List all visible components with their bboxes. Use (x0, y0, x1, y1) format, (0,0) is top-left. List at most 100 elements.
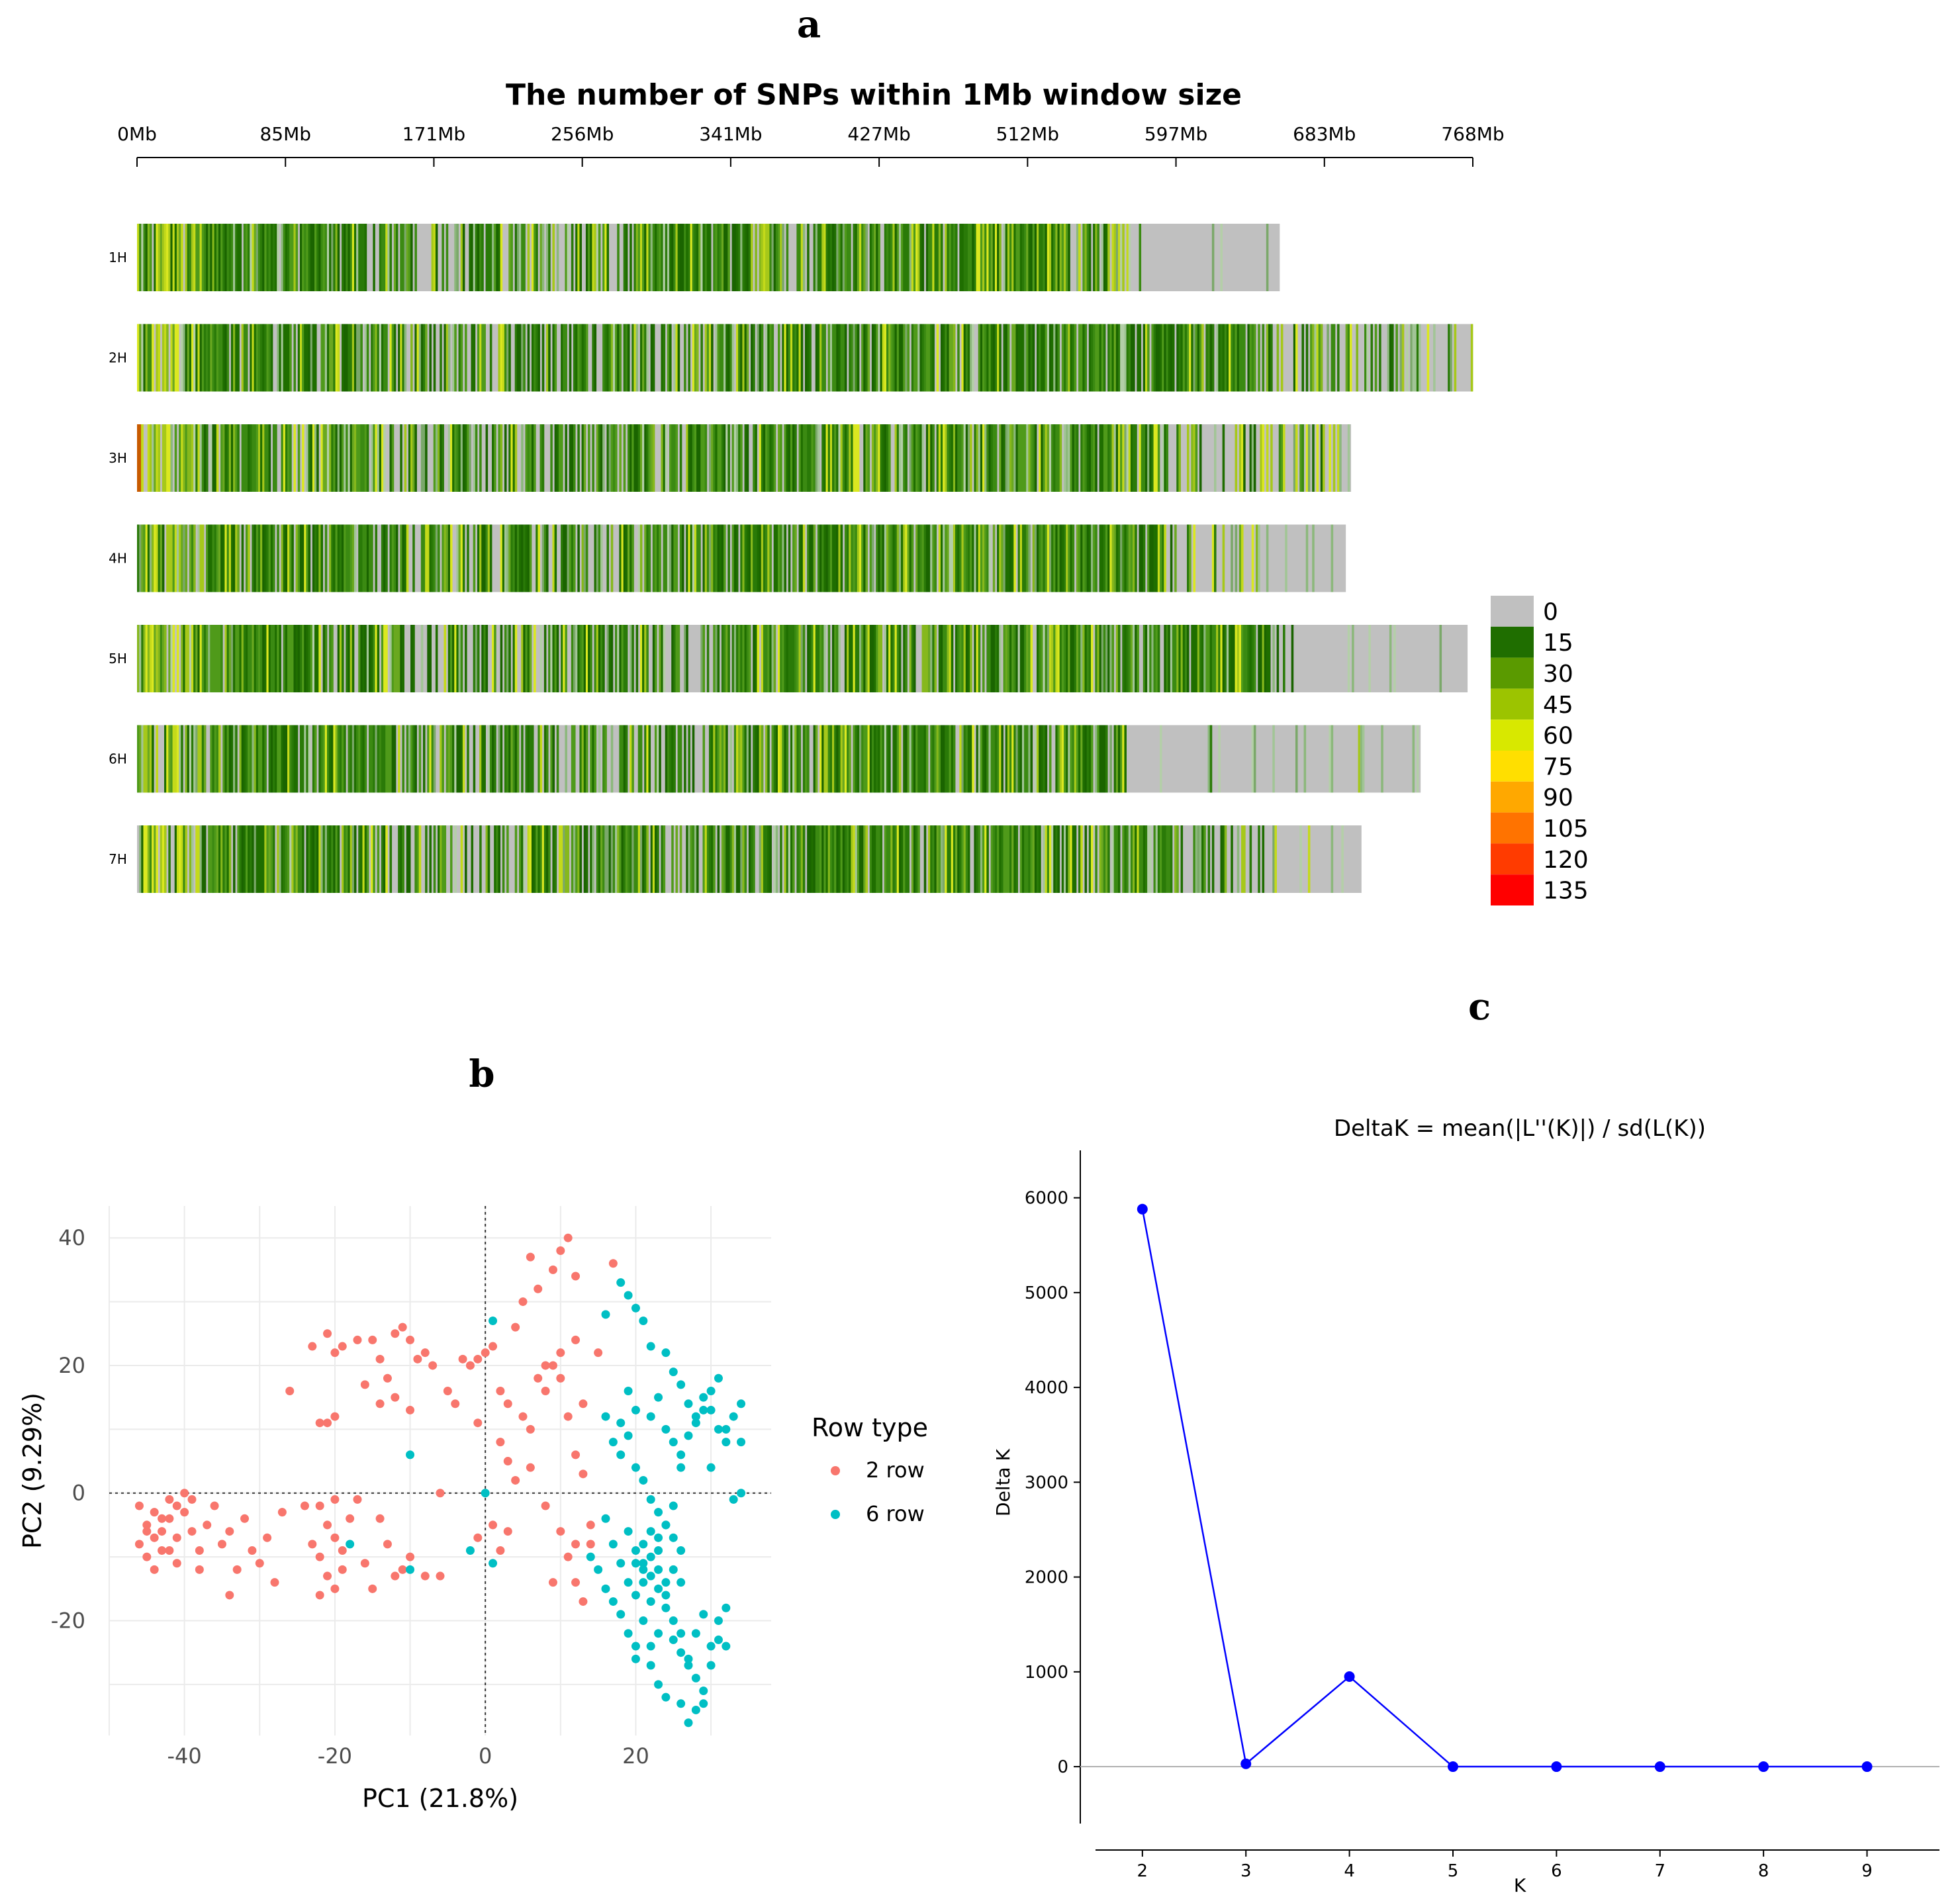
snp-window-stripe (1051, 825, 1054, 893)
snp-window-stripe (185, 625, 188, 692)
pca-point-two-row (541, 1387, 550, 1396)
snp-window-stripe (342, 224, 344, 291)
pca-point-two-row (451, 1399, 460, 1409)
snp-window-stripe (293, 825, 297, 893)
snp-window-stripe (337, 825, 340, 893)
snp-window-stripe (663, 524, 666, 592)
snp-window-stripe (187, 324, 190, 392)
snp-window-stripe (888, 825, 891, 893)
snp-window-stripe (825, 725, 829, 793)
snp-window-stripe (565, 725, 567, 793)
snp-window-stripe (212, 324, 215, 392)
snp-window-stripe (773, 625, 776, 692)
snp-window-stripe (1024, 224, 1027, 291)
snp-window-stripe (389, 324, 393, 392)
snp-window-stripe (346, 825, 348, 893)
snp-window-stripe (838, 324, 841, 392)
snp-window-stripe (548, 825, 551, 893)
snp-window-stripe (1095, 224, 1097, 291)
snp-window-stripe (1030, 625, 1033, 692)
snp-window-stripe (1258, 825, 1260, 893)
snp-window-stripe (896, 224, 900, 291)
pca-point-six-row (684, 1399, 693, 1409)
snp-window-stripe (508, 625, 511, 692)
snp-window-stripe (351, 424, 355, 492)
snp-window-stripe (1122, 224, 1125, 291)
snp-window-stripe (692, 324, 695, 392)
snp-window-stripe (487, 224, 490, 291)
snp-window-stripe (477, 625, 480, 692)
pca-y-axis-title: PC2 (9.29%) (18, 1393, 47, 1549)
snp-window-stripe (1266, 224, 1269, 291)
snp-window-stripe (890, 524, 893, 592)
snp-window-stripe (959, 725, 962, 793)
snp-window-stripe (1266, 625, 1269, 692)
snp-window-stripe (262, 825, 265, 893)
snp-window-stripe (1009, 224, 1012, 291)
snp-window-stripe (633, 424, 636, 492)
snp-window-stripe (1028, 725, 1031, 793)
snp-window-stripe (1122, 825, 1125, 893)
snp-window-stripe (141, 324, 144, 392)
snp-window-stripe (581, 424, 584, 492)
snp-window-stripe (521, 524, 524, 592)
snp-window-stripe (746, 424, 749, 492)
snp-window-stripe (342, 324, 344, 392)
snp-window-stripe (746, 625, 749, 692)
snp-window-stripe (757, 524, 760, 592)
snp-window-stripe (1391, 324, 1394, 392)
snp-window-stripe (1101, 825, 1104, 893)
snp-window-stripe (285, 524, 288, 592)
snp-window-stripe (364, 224, 367, 291)
snp-window-stripe (416, 324, 420, 392)
snp-window-stripe (909, 725, 912, 793)
snp-window-stripe (433, 324, 436, 392)
snp-window-stripe (1258, 625, 1260, 692)
snp-window-stripe (143, 524, 146, 592)
snp-window-stripe (257, 725, 261, 793)
snp-window-stripe (646, 224, 649, 291)
snp-window-stripe (1117, 324, 1121, 392)
snp-window-stripe (504, 524, 507, 592)
pca-point-six-row (646, 1342, 655, 1351)
snp-window-stripe (928, 224, 931, 291)
snp-window-stripe (778, 324, 780, 392)
snp-window-stripe (771, 625, 774, 692)
snp-window-stripe (1339, 424, 1342, 492)
snp-window-stripe (318, 825, 321, 893)
snp-window-stripe (1226, 324, 1229, 392)
snp-window-stripe (623, 224, 626, 291)
snp-window-stripe (189, 524, 192, 592)
snp-window-stripe (661, 224, 663, 291)
snp-window-stripe (963, 424, 966, 492)
snp-window-stripe (162, 825, 165, 893)
snp-window-stripe (1329, 424, 1331, 492)
snp-window-stripe (212, 625, 215, 692)
snp-window-stripe (168, 725, 171, 793)
snp-window-stripe (245, 524, 248, 592)
snp-window-stripe (757, 625, 760, 692)
snp-window-stripe (241, 524, 244, 592)
snp-window-stripe (1101, 625, 1104, 692)
snp-window-stripe (844, 625, 847, 692)
snp-window-stripe (834, 625, 837, 692)
snp-window-stripe (516, 224, 520, 291)
snp-window-stripe (980, 524, 983, 592)
snp-window-stripe (257, 324, 261, 392)
delta-k-x-tick-label: 6 (1551, 1861, 1562, 1881)
snp-window-stripe (1009, 424, 1012, 492)
snp-window-stripe (208, 324, 210, 392)
snp-window-stripe (1238, 424, 1242, 492)
snp-window-stripe (387, 224, 390, 291)
snp-window-stripe (543, 625, 547, 692)
snp-window-stripe (631, 625, 634, 692)
snp-window-stripe (721, 524, 724, 592)
snp-window-stripe (268, 625, 271, 692)
snp-window-stripe (469, 224, 471, 291)
snp-window-stripe (615, 625, 618, 692)
snp-window-stripe (1093, 524, 1096, 592)
snp-window-stripe (1295, 324, 1298, 392)
snp-window-stripe (659, 725, 661, 793)
snp-window-stripe (844, 725, 847, 793)
snp-window-stripe (297, 524, 301, 592)
